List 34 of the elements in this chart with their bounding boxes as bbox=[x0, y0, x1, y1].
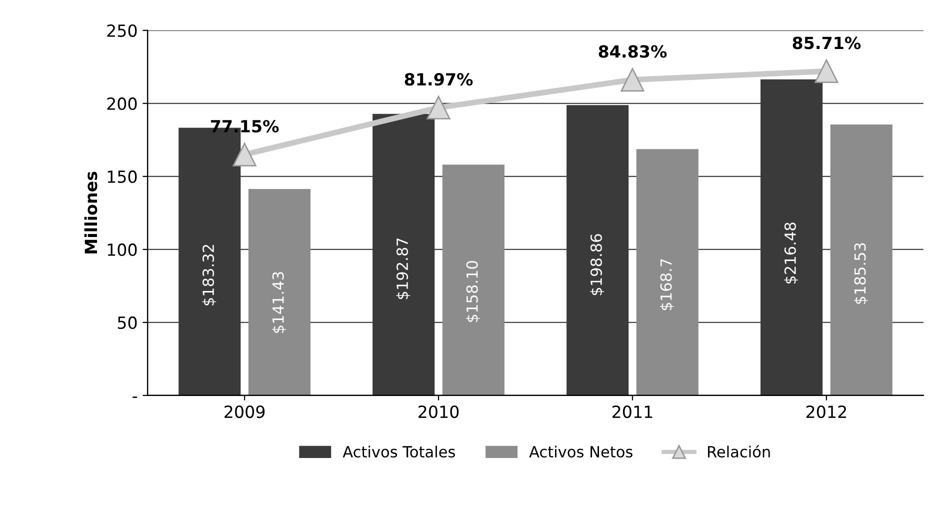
bar bbox=[248, 188, 310, 396]
x-tick-label: 2012 bbox=[806, 405, 846, 418]
data-label: $168.7 bbox=[660, 259, 674, 310]
x-tick-label: 2009 bbox=[224, 405, 265, 418]
y-tick-label: 50 bbox=[118, 316, 137, 330]
y-tick-label: 150 bbox=[108, 170, 137, 184]
data-label: $198.86 bbox=[590, 234, 604, 296]
point bbox=[232, 142, 256, 166]
x-tick-label: 2010 bbox=[418, 405, 459, 418]
point bbox=[426, 96, 450, 120]
y-tick-label: 200 bbox=[107, 97, 137, 110]
y-tick-label: 250 bbox=[107, 24, 137, 37]
bar bbox=[830, 124, 892, 396]
data-label: 81.97% bbox=[404, 73, 473, 86]
y-tick-label: 100 bbox=[108, 243, 137, 256]
legend-label: Activos Totales bbox=[342, 446, 455, 458]
data-label: 77.15% bbox=[210, 120, 279, 133]
point bbox=[620, 68, 644, 92]
data-label: $183.32 bbox=[202, 244, 216, 306]
data-label: $141.43 bbox=[272, 272, 286, 333]
y-axis-title: Milliones bbox=[84, 172, 98, 254]
bar bbox=[636, 149, 698, 396]
data-label: $158.10 bbox=[466, 261, 480, 322]
legend-label: Activos Netos bbox=[529, 446, 632, 458]
bar bbox=[442, 164, 504, 396]
y-tick-label: - bbox=[132, 396, 138, 398]
x-tick-label: 2011 bbox=[612, 405, 652, 418]
data-label: $192.87 bbox=[396, 238, 410, 300]
point bbox=[814, 59, 838, 84]
data-label: 85.71% bbox=[792, 36, 861, 50]
data-label: $185.53 bbox=[854, 243, 868, 304]
data-label: $216.48 bbox=[784, 222, 798, 284]
legend-label: Relación bbox=[708, 445, 770, 458]
data-label: 84.83% bbox=[598, 45, 667, 58]
